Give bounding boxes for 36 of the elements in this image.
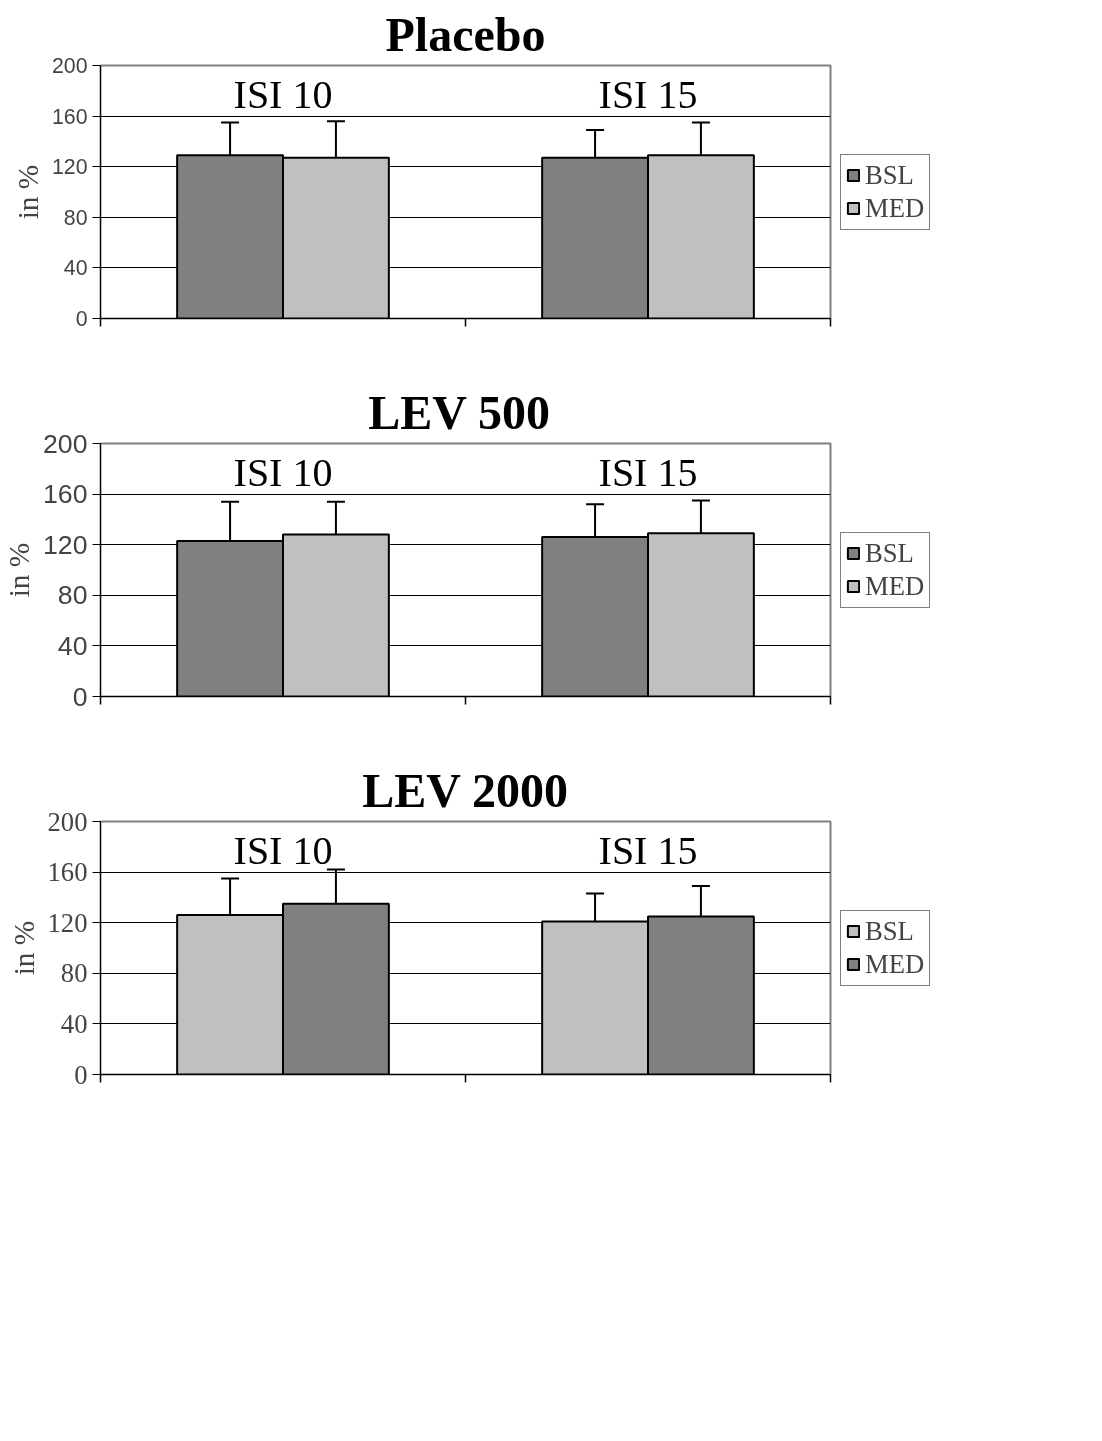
y-tick-label: 40 xyxy=(60,1008,88,1039)
y-axis-title: in % xyxy=(7,920,40,976)
legend-label: BSL xyxy=(865,537,914,569)
y-tick-label: 80 xyxy=(63,205,88,230)
y-tick-label: 160 xyxy=(51,104,88,129)
y-tick-label: 200 xyxy=(47,806,88,837)
x-tick-label: ISI 15 xyxy=(598,71,698,117)
y-tick-label: 120 xyxy=(43,529,88,560)
y-tick-label: 160 xyxy=(43,479,88,510)
y-axis-title: in % xyxy=(11,164,44,220)
y-tick-label: 0 xyxy=(74,1059,88,1090)
legend-label: MED xyxy=(865,192,925,224)
x-tick-label: ISI 15 xyxy=(598,449,698,495)
x-tick-label: ISI 15 xyxy=(598,827,698,873)
legend-label: BSL xyxy=(865,159,914,191)
x-tick-label: ISI 10 xyxy=(233,71,333,117)
y-tick-label: 120 xyxy=(47,907,88,938)
legend-label: BSL xyxy=(865,915,914,947)
y-axis-title: in % xyxy=(3,542,36,598)
chart-title: LEV 500 xyxy=(368,385,550,439)
y-tick-label: 160 xyxy=(47,857,88,888)
chart-title: Placebo xyxy=(385,7,546,61)
y-tick-label: 200 xyxy=(51,54,88,78)
y-tick-label: 40 xyxy=(57,630,88,661)
x-tick-label: ISI 10 xyxy=(233,827,333,873)
x-tick-label: ISI 10 xyxy=(233,449,333,495)
legend-label: MED xyxy=(865,948,925,980)
chart-title: LEV 2000 xyxy=(362,763,568,817)
y-tick-label: 40 xyxy=(63,256,88,281)
y-tick-label: 80 xyxy=(60,958,88,989)
y-tick-label: 200 xyxy=(43,428,88,459)
y-tick-label: 80 xyxy=(57,580,88,611)
legend-label: MED xyxy=(865,570,925,602)
y-tick-label: 0 xyxy=(72,681,88,712)
y-tick-label: 120 xyxy=(51,155,88,180)
y-tick-label: 0 xyxy=(75,307,88,331)
